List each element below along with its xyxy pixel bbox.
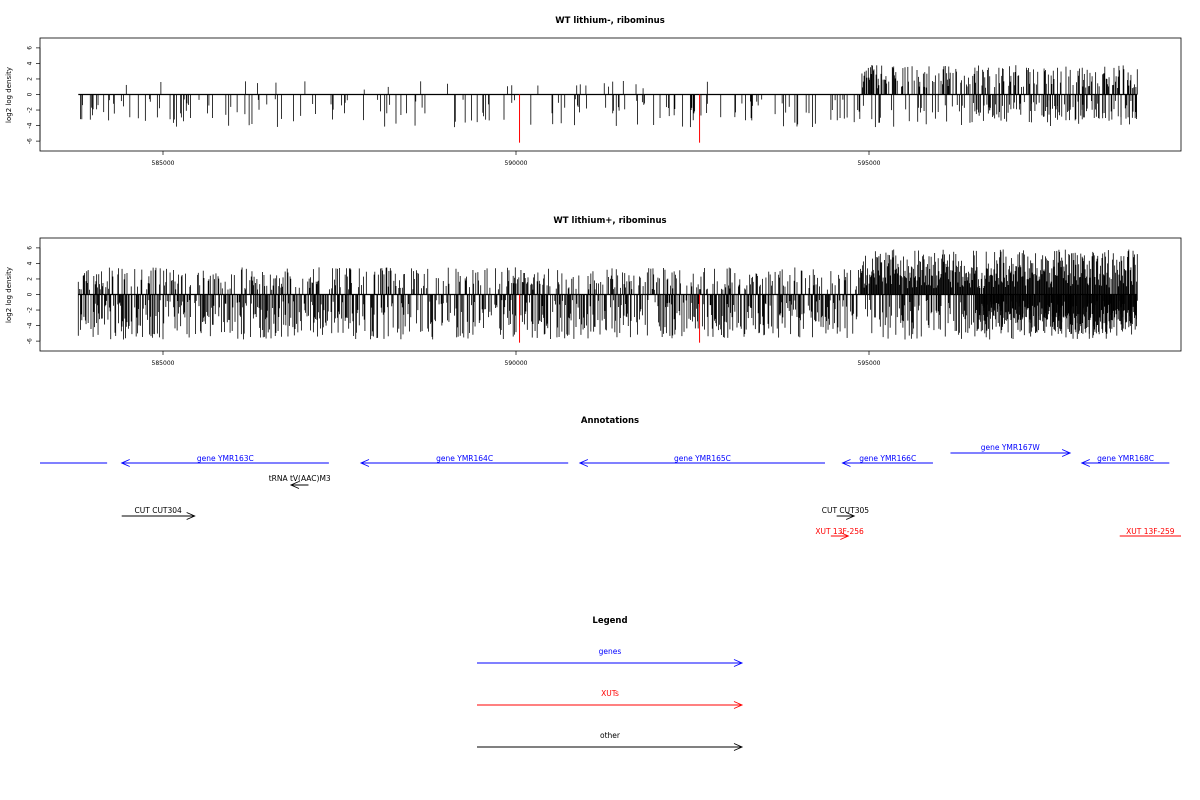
legend-label: XUTs bbox=[601, 689, 619, 698]
annotation-xut: XUT 13F-256 bbox=[815, 527, 864, 540]
annotation-other: CUT CUT304 bbox=[121, 506, 196, 520]
y-tick-label: 0 bbox=[27, 292, 34, 296]
y-tick-label: 6 bbox=[27, 46, 34, 50]
arrowhead bbox=[733, 701, 744, 709]
y-tick-label: 0 bbox=[27, 92, 34, 96]
arrowhead bbox=[845, 512, 856, 520]
x-axis: 585000 590000 595000 bbox=[152, 151, 881, 167]
bar-series bbox=[78, 65, 1138, 143]
y-axis: -6 -4 -2 0 2 4 6 bbox=[27, 46, 41, 144]
arrowhead bbox=[578, 459, 589, 467]
annotation-label: XUT 13F-259 bbox=[1126, 527, 1175, 536]
annotation-other: tRNA tV(AAC)M3 bbox=[269, 474, 331, 489]
x-tick-label: 595000 bbox=[858, 360, 881, 367]
annotation-gene: gene YMR163C bbox=[120, 454, 329, 467]
y-axis-label: log2 log density bbox=[5, 267, 13, 323]
panel-lithium-minus: WT lithium-, ribominus log2 log density … bbox=[5, 16, 1182, 167]
legend-label: other bbox=[600, 731, 621, 740]
y-tick-label: -2 bbox=[27, 307, 34, 313]
annotation-gene: gene YMR166C bbox=[841, 454, 933, 467]
annotation-label: CUT CUT305 bbox=[822, 506, 870, 515]
arrowhead bbox=[733, 659, 744, 667]
legend-item: XUTs bbox=[477, 689, 744, 709]
arrowhead bbox=[840, 532, 850, 540]
annotation-label: gene YMR163C bbox=[197, 454, 254, 463]
annotation-label: gene YMR164C bbox=[436, 454, 493, 463]
arrowhead bbox=[1080, 459, 1090, 467]
annotation-xut: XUT 13F-259 bbox=[1119, 527, 1181, 537]
annotation-label: gene YMR167W bbox=[981, 443, 1041, 452]
legend-panel: Legend genes XUTs other bbox=[477, 616, 744, 751]
x-tick-label: 590000 bbox=[505, 160, 528, 167]
x-tick-label: 595000 bbox=[858, 160, 881, 167]
x-tick-label: 585000 bbox=[152, 160, 175, 167]
legend-item: other bbox=[477, 731, 744, 751]
x-axis: 585000 590000 595000 bbox=[152, 351, 881, 367]
arrowhead bbox=[841, 459, 851, 467]
annotation-label: XUT 13F-256 bbox=[815, 527, 864, 536]
x-tick-label: 590000 bbox=[505, 360, 528, 367]
arrowhead bbox=[289, 481, 300, 489]
panel-title-lithium-minus: WT lithium-, ribominus bbox=[555, 16, 665, 26]
arrowhead bbox=[359, 459, 370, 467]
legend-label: genes bbox=[599, 647, 622, 656]
annotation-label: CUT CUT304 bbox=[135, 506, 183, 515]
arrowhead bbox=[733, 743, 744, 751]
legend-item: genes bbox=[477, 647, 744, 667]
y-axis: -6 -4 -2 0 2 4 6 bbox=[27, 246, 41, 344]
y-tick-label: -2 bbox=[27, 107, 34, 113]
annotation-gene: gene YMR167W bbox=[950, 443, 1072, 457]
annotations-title: Annotations bbox=[581, 416, 639, 426]
y-tick-label: 6 bbox=[27, 246, 34, 250]
arrowhead bbox=[120, 459, 130, 467]
y-axis-label: log2 log density bbox=[5, 67, 13, 123]
y-tick-label: -4 bbox=[27, 122, 34, 128]
annotation-label: gene YMR165C bbox=[674, 454, 731, 463]
annotation-label: tRNA tV(AAC)M3 bbox=[269, 474, 331, 483]
annotation-items: gene YMR163C gene YMR164C gene YMR165C gene… bbox=[40, 443, 1181, 540]
legend-title: Legend bbox=[592, 616, 627, 626]
x-tick-label: 585000 bbox=[152, 360, 175, 367]
y-tick-label: 4 bbox=[27, 261, 34, 265]
y-tick-label: -6 bbox=[27, 338, 34, 344]
annotations-panel: Annotations gene YMR163C gene YMR164C gene… bbox=[40, 416, 1181, 540]
annotation-label: gene YMR168C bbox=[1097, 454, 1154, 463]
annotation-label: gene YMR166C bbox=[859, 454, 916, 463]
annotation-gene: gene YMR165C bbox=[578, 454, 825, 467]
bar-series bbox=[77, 249, 1138, 343]
legend-items: genes XUTs other bbox=[477, 647, 744, 751]
annotation-gene: gene YMR168C bbox=[1080, 454, 1170, 467]
y-tick-label: -6 bbox=[27, 138, 34, 144]
y-tick-label: -4 bbox=[27, 322, 34, 328]
arrowhead bbox=[1061, 449, 1072, 457]
panel-lithium-plus: WT lithium+, ribominus log2 log density … bbox=[5, 216, 1182, 367]
arrowhead bbox=[186, 512, 196, 520]
y-tick-label: 4 bbox=[27, 61, 34, 65]
panel-title-lithium-plus: WT lithium+, ribominus bbox=[553, 216, 666, 226]
y-tick-label: 2 bbox=[27, 277, 34, 281]
annotation-other: CUT CUT305 bbox=[822, 506, 870, 520]
annotation-gene: gene YMR164C bbox=[359, 454, 569, 467]
y-tick-label: 2 bbox=[27, 77, 34, 81]
